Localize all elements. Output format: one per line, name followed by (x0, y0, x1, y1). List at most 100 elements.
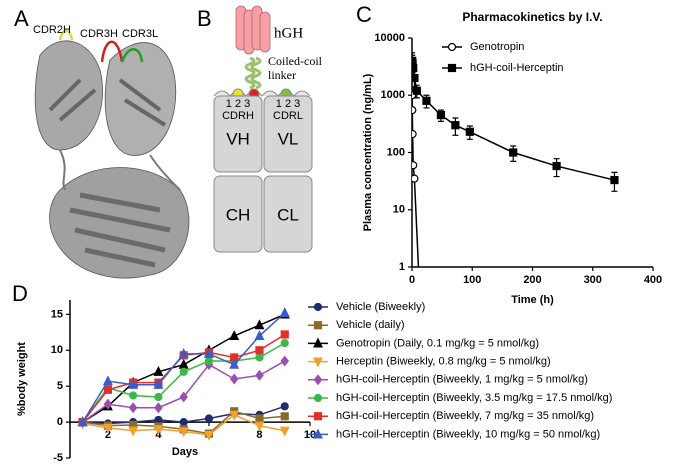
protein-structure (34, 29, 190, 279)
x-tick-label: 2 (105, 429, 111, 441)
legend-label: hGH-coil-Herceptin (470, 62, 564, 74)
marker (129, 391, 138, 400)
marker (280, 338, 289, 348)
x-axis-label: Days (172, 446, 198, 458)
marker (313, 412, 323, 421)
x-tick-label: 400 (644, 274, 662, 286)
legend-label: hGH-coil-Herceptin (Biweekly, 3.5 mg/kg … (336, 392, 612, 404)
marker (552, 161, 561, 171)
marker (229, 330, 240, 341)
marker (313, 321, 323, 330)
marker (153, 425, 164, 436)
legend-label: Vehicle (Biweekly) (336, 301, 425, 313)
marker (447, 42, 457, 52)
y-tick-label: 100 (387, 146, 405, 158)
domain-label: VH (226, 129, 250, 148)
marker (229, 410, 240, 421)
marker (204, 356, 214, 366)
cdr-label: CDR2H (33, 24, 71, 36)
panel-label: B (197, 6, 212, 31)
plot-area (77, 307, 290, 441)
domain-label: CH (226, 205, 251, 224)
marker (77, 416, 88, 427)
marker (179, 417, 188, 427)
y-tick-label: 10 (393, 204, 405, 216)
marker (255, 414, 264, 423)
marker (279, 426, 290, 437)
chart: C Pharmacokinetics by I.V. 0 100 200 300 400 1 1… (356, 2, 662, 306)
legend-label: Genotropin (470, 41, 524, 53)
marker (422, 96, 431, 105)
marker (178, 348, 189, 358)
series-line (82, 333, 286, 423)
cdr-label: CDRH (222, 110, 254, 122)
cdr-numbers: 1 2 3 (276, 98, 300, 110)
coiled-coil (244, 56, 262, 90)
marker (229, 358, 240, 369)
y-tick-label: 5 (57, 380, 63, 392)
marker (280, 355, 289, 367)
x-tick-label: 100 (463, 274, 481, 286)
marker (254, 319, 265, 330)
marker (255, 353, 264, 362)
hgh-label: hGH (274, 25, 303, 41)
linker-label: linker (268, 68, 296, 82)
marker (204, 414, 214, 423)
y-tick-label: 1 (399, 261, 405, 273)
y-axis-label: Plasma concentration (ng/mL) (362, 73, 374, 231)
marker (313, 302, 323, 312)
marker (254, 330, 265, 341)
marker (154, 402, 163, 414)
linker-label: Coiled-coil (268, 54, 323, 68)
legend: Genotropin hGH-coil-Herceptin (442, 41, 564, 74)
legend-label: hGH-coil-Herceptin (Biweekly, 7 mg/kg = … (336, 410, 594, 422)
marker (412, 86, 421, 95)
x-tick-label: 200 (523, 274, 541, 286)
marker (203, 430, 214, 441)
marker (179, 367, 188, 376)
y-tick-label: 10 (51, 344, 63, 356)
marker (178, 427, 189, 438)
panel-label: A (14, 6, 29, 31)
y-tick-label: -5 (53, 452, 63, 464)
marker (178, 358, 189, 369)
marker (279, 307, 290, 318)
x-tick-label: 4 (155, 429, 162, 441)
marker (128, 426, 139, 437)
legend-label: hGH-coil-Herceptin (Biweekly, 10 mg/kg =… (336, 428, 600, 440)
domain-label: CL (277, 205, 299, 224)
cdr-label: CDR3H (80, 28, 118, 40)
marker (313, 357, 323, 368)
x-axis-label: Time (h) (511, 294, 554, 306)
y-tick-label: 1000 (381, 89, 405, 101)
series-line (412, 95, 420, 267)
y-tick-label: 0 (57, 416, 63, 428)
legend-label: hGH-coil-Herceptin (Biweekly, 1 mg/kg = … (336, 374, 588, 386)
cdr-numbers: 1 2 3 (226, 98, 250, 110)
marker (451, 121, 460, 130)
domain-label: VL (278, 129, 299, 148)
marker (412, 106, 417, 115)
marker (254, 421, 265, 432)
marker (313, 393, 323, 403)
marker (313, 428, 323, 439)
marker (412, 161, 418, 170)
x-tick-label: 8 (256, 429, 262, 441)
marker (280, 330, 289, 339)
marker (465, 127, 474, 136)
marker (103, 385, 112, 394)
y-tick-label: 10000 (374, 32, 405, 44)
marker (153, 365, 164, 376)
marker (255, 346, 264, 355)
marker (128, 402, 138, 414)
marker (280, 412, 289, 421)
marker (179, 391, 188, 403)
y-tick-label: 15 (51, 308, 63, 320)
marker (229, 373, 239, 385)
marker (280, 402, 289, 411)
marker (412, 63, 418, 73)
cdr-label: CDR3L (122, 28, 158, 40)
marker (313, 337, 323, 348)
